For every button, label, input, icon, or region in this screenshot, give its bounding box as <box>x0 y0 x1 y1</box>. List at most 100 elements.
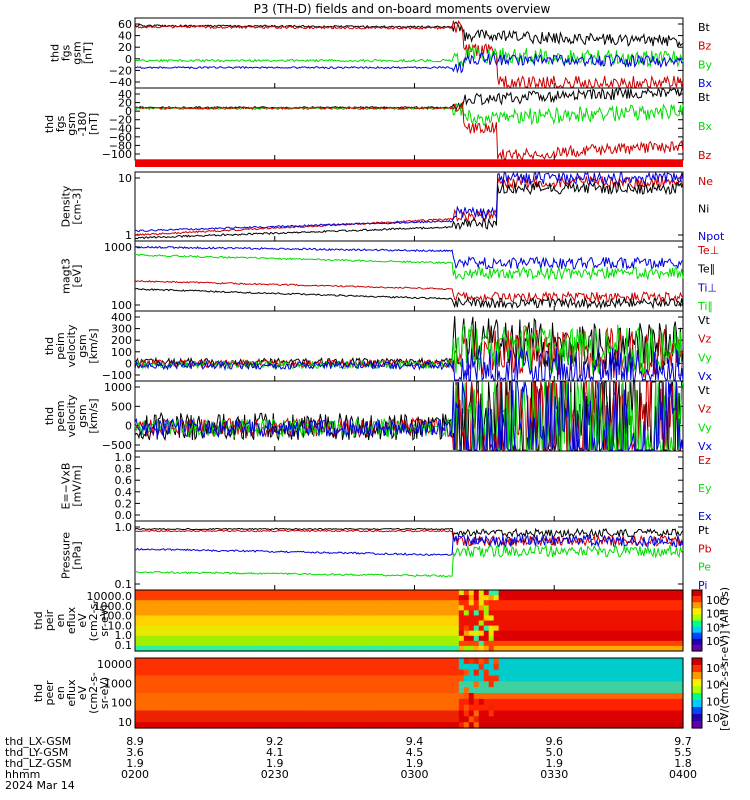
ion-spectrogram-cell <box>658 635 664 642</box>
electron-spectrogram-cell <box>603 710 609 717</box>
electron-spectrogram-cell <box>399 669 405 677</box>
ion-spectrogram-cell <box>204 630 211 637</box>
ion-spectrogram-cell <box>478 610 485 617</box>
ion-spectrogram-cell <box>349 620 355 627</box>
electron-spectrogram-cell <box>329 710 335 717</box>
electron-spectrogram-cell <box>339 687 345 694</box>
electron-spectrogram-cell <box>179 716 186 723</box>
ion-spectrogram-cell <box>194 645 201 652</box>
ion-spectrogram-cell <box>374 630 380 637</box>
electron-spectrogram-cell <box>553 704 560 712</box>
electron-spectrogram-cell <box>518 663 525 671</box>
ion-spectrogram-cell <box>264 615 271 622</box>
ion-spectrogram-cell <box>503 600 510 606</box>
ion-spectrogram-cell <box>309 620 315 627</box>
ion-spectrogram-cell <box>508 605 515 611</box>
ion-spectrogram-cell <box>673 600 679 606</box>
electron-spectrogram-cell <box>279 698 286 706</box>
colorbar-tick: 10⁸ <box>706 594 725 607</box>
electron-spectrogram-cell <box>269 693 276 700</box>
ion-spectrogram-cell <box>493 640 500 647</box>
ion-spectrogram-cell <box>658 615 664 622</box>
ion-spectrogram-cell <box>643 635 649 642</box>
electron-spectrogram-cell <box>135 698 141 706</box>
electron-spectrogram-cell <box>189 710 196 717</box>
ion-spectrogram-cell <box>154 625 161 632</box>
electron-spectrogram-cell <box>409 710 415 717</box>
electron-spectrogram-cell <box>533 693 540 700</box>
ion-spectrogram-cell <box>453 590 460 596</box>
electron-spectrogram-cell <box>633 669 639 677</box>
electron-spectrogram-cell <box>234 710 241 717</box>
ion-spectrogram-cell <box>304 595 310 601</box>
electron-spectrogram-cell <box>294 693 300 700</box>
ion-spectrogram-cell <box>409 620 415 627</box>
ion-spectrogram-cell <box>443 605 450 611</box>
electron-spectrogram-cell <box>274 663 281 671</box>
ion-spectrogram-cell <box>314 590 320 596</box>
ion-spectrogram-cell <box>274 640 281 647</box>
electron-spectrogram-cell <box>538 687 545 694</box>
electron-spectrogram-cell <box>443 669 450 677</box>
ion-spectrogram-cell <box>249 610 256 617</box>
electron-spectrogram-cell <box>294 704 300 712</box>
electron-spectrogram-cell <box>369 716 375 723</box>
ion-spectrogram-cell <box>239 590 246 596</box>
electron-spectrogram-cell <box>633 704 639 712</box>
colorbar-tick: 10² <box>706 635 724 648</box>
ion-spectrogram-cell <box>413 635 420 642</box>
ion-spectrogram-cell <box>294 630 300 637</box>
ion-spectrogram-cell <box>468 600 475 606</box>
ion-spectrogram-cell <box>608 640 614 647</box>
electron-spectrogram-cell <box>154 669 161 677</box>
electron-spectrogram-cell <box>643 698 649 706</box>
ion-spectrogram-cell <box>179 600 186 606</box>
ion-spectrogram-cell <box>154 645 161 652</box>
electron-spectrogram-cell <box>493 698 500 706</box>
electron-spectrogram-cell <box>404 687 410 694</box>
ion-spectrogram-cell <box>593 630 599 637</box>
ion-spectrogram-cell <box>409 600 415 606</box>
ion-spectrogram-cell <box>269 595 276 601</box>
ion-spectrogram-cell <box>673 645 679 652</box>
ion-spectrogram-cell <box>289 595 296 601</box>
ion-spectrogram-cell <box>573 640 579 647</box>
electron-spectrogram-cell <box>394 658 400 665</box>
ion-spectrogram-cell <box>433 640 440 647</box>
electron-spectrogram-cell <box>309 716 315 723</box>
electron-spectrogram-cell <box>154 698 161 706</box>
ion-spectrogram-cell <box>329 595 335 601</box>
ion-spectrogram-cell <box>488 620 495 627</box>
ion-spectrogram-cell <box>384 645 390 652</box>
ion-spectrogram-cell <box>473 590 480 596</box>
electron-spectrogram-cell <box>463 687 470 694</box>
electron-spectrogram-cell <box>478 669 485 677</box>
ion-spectrogram-cell <box>309 625 315 632</box>
panel-1-ytick: 60 <box>118 18 132 31</box>
electron-spectrogram-cell <box>568 693 574 700</box>
ion-spectrogram-cell <box>359 625 365 632</box>
panel-5-ylabel: [km/s] <box>87 328 100 363</box>
ion-spectrogram-cell <box>199 645 206 652</box>
electron-spectrogram-cell <box>613 722 619 729</box>
electron-spectrogram-cell <box>319 716 325 723</box>
ion-spectrogram-cell <box>508 645 515 652</box>
electron-spectrogram-cell <box>448 693 455 700</box>
electron-spectrogram-cell <box>299 710 305 717</box>
electron-spectrogram-cell <box>174 710 181 717</box>
electron-spectrogram-cell <box>453 681 460 688</box>
electron-spectrogram-cell <box>478 716 485 723</box>
electron-spectrogram-cell <box>354 687 360 694</box>
electron-spectrogram-cell <box>418 663 425 671</box>
electron-spectrogram-cell <box>443 698 450 706</box>
electron-spectrogram-cell <box>503 663 510 671</box>
ion-spectrogram-cell <box>329 600 335 606</box>
ion-spectrogram-cell <box>603 595 609 601</box>
ion-spectrogram-cell <box>553 595 560 601</box>
ion-spectrogram-cell <box>174 615 181 622</box>
electron-spectrogram-cell <box>503 687 510 694</box>
electron-spectrogram-cell <box>279 693 286 700</box>
electron-spectrogram-cell <box>473 675 480 682</box>
electron-spectrogram-cell <box>259 716 266 723</box>
